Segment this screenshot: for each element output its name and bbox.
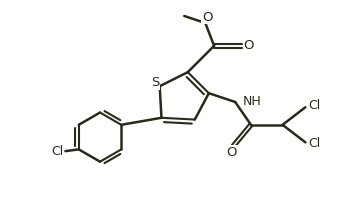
- Text: NH: NH: [243, 95, 261, 108]
- Text: O: O: [243, 39, 254, 52]
- Text: S: S: [151, 76, 160, 89]
- Text: O: O: [226, 146, 237, 159]
- Text: Cl: Cl: [52, 145, 64, 158]
- Text: Cl: Cl: [308, 137, 320, 150]
- Text: Cl: Cl: [308, 99, 320, 112]
- Text: O: O: [202, 11, 212, 24]
